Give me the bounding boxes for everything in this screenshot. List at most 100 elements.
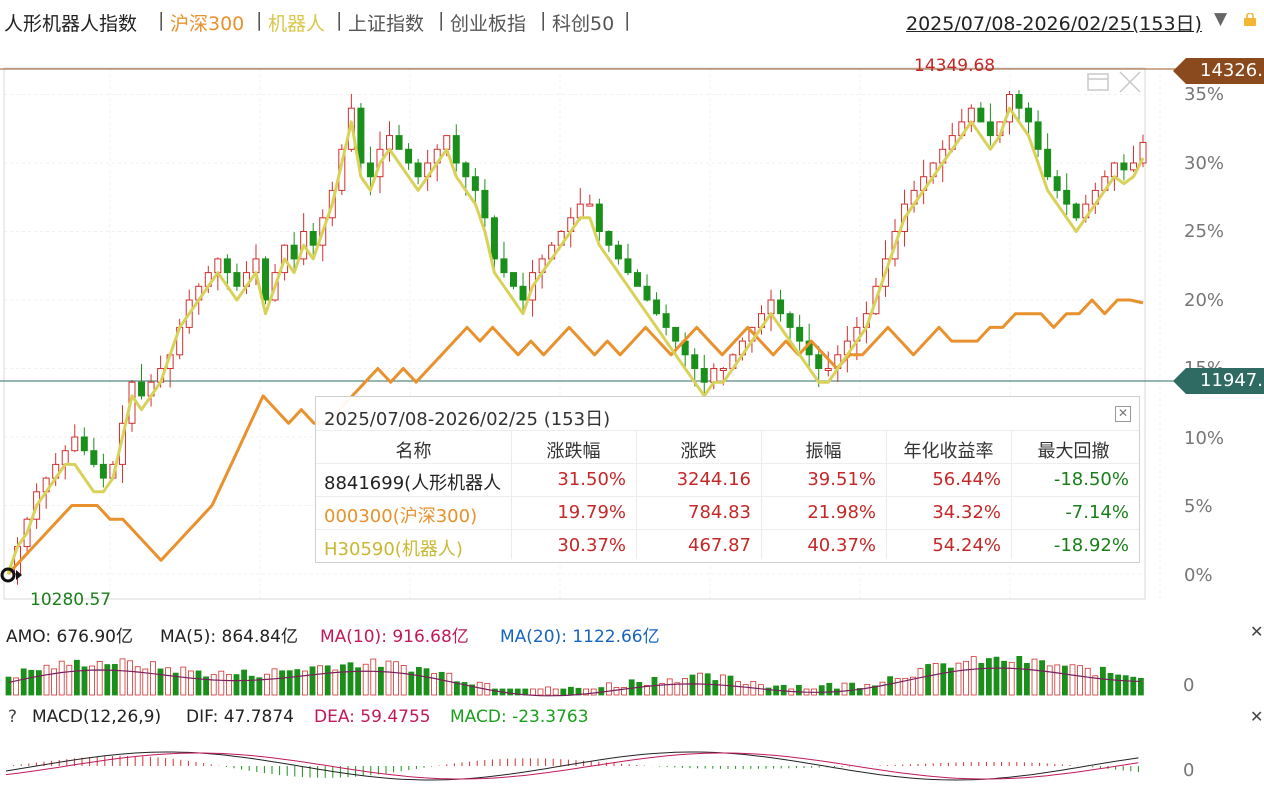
candle-body [462,162,470,178]
summary-popup: 2025/07/08-2026/02/25 (153日) ✕ 名称 涨跌幅 涨跌… [315,396,1140,563]
volume-bar [332,669,339,696]
candle-body [710,368,718,383]
volume-bar [218,670,225,696]
price-chart[interactable] [0,40,1264,608]
row-change: 3244.16 [676,469,751,490]
volume-bar [347,662,354,696]
volume-bar [51,668,57,696]
row-annualized: 34.32% [932,502,1001,523]
candle-body [967,107,975,123]
candle-body [595,203,603,233]
volume-bar [43,664,50,696]
volume-bar [5,676,12,696]
volume-bar [993,656,1000,696]
candle-body [662,313,670,328]
candle-body [815,354,823,369]
volume-bar [644,685,650,696]
volume-bar [978,662,985,696]
volume-bar [58,660,65,696]
candle-body [214,258,222,274]
volume-bar [894,678,901,696]
tab-chinext[interactable]: 创业板指 [450,13,527,35]
candle-body [672,326,680,342]
volume-bar [263,673,270,696]
dropdown-arrow-icon[interactable]: ▼ [1214,9,1228,29]
amo-info-bar: AMO: 676.90亿 MA(5): 864.84亿 MA(10): 916.… [0,620,1264,647]
volume-bar [1100,666,1106,696]
candle-body [700,368,708,383]
volume-bar [225,674,232,696]
tab-humanoid-robot-index[interactable]: 人形机器人指数 [4,13,138,35]
volume-bar [590,688,597,696]
crosshair-marker [0,567,22,583]
tab-separator: | [158,9,165,31]
price-tag-arrow [1173,368,1186,394]
row-change: 784.83 [688,502,751,523]
maximize-icon[interactable] [1087,73,1109,91]
volume-bar [765,687,772,696]
volume-chart [5,655,1144,697]
volume-bar [172,672,179,696]
volume-bar [210,674,217,696]
close-icon[interactable]: ✕ [1250,707,1264,726]
candle-body [471,176,479,191]
volume-bar [1084,667,1091,696]
volume-bar [203,676,210,696]
volume-bar [1039,660,1045,696]
close-icon[interactable]: ✕ [1250,622,1264,641]
volume-bar [986,658,992,696]
volume-bar [545,686,551,696]
volume-bar [1107,672,1114,696]
candle-body [605,231,613,246]
volume-bar [408,671,415,696]
candle-body [414,162,422,178]
candle-body [824,368,832,371]
amo-ma5: MA(5): 864.84亿 [160,627,298,647]
volume-bar [400,665,407,696]
volume-bar [279,670,286,696]
candle-body [309,231,317,246]
lock-icon[interactable] [1243,13,1257,26]
volume-bar [780,684,787,696]
volume-bar [149,661,156,696]
volume-bar [932,663,939,696]
marker-circle-icon [0,567,16,583]
candle-body [90,450,98,465]
date-range-selector[interactable]: 2025/07/08-2026/02/25(153日) [906,13,1202,35]
candle-body [691,354,699,369]
volume-bar [385,660,392,696]
volume-bar [963,660,969,696]
candle-body [452,135,460,164]
row-divider [316,463,1139,464]
volume-bar [1122,675,1129,696]
help-icon[interactable]: ? [8,707,18,727]
volume-bar [1031,658,1038,696]
tab-hs300[interactable]: 沪深300 [170,13,245,35]
volume-bar [324,665,331,696]
row-amplitude: 39.51% [807,469,876,490]
popup-close-icon[interactable]: ✕ [1115,406,1131,422]
candle-body [1034,121,1042,150]
close-icon[interactable] [1119,71,1141,93]
row-amplitude: 40.37% [807,535,876,556]
candle-body [80,436,88,452]
volume-bar [955,662,962,696]
tab-star50[interactable]: 科创50 [552,13,615,35]
volume-bar [370,658,377,696]
volume-bar [248,675,255,696]
window-buttons[interactable] [1087,71,1141,93]
candle-body [586,203,594,207]
y-tick-label: 0% [1184,565,1213,586]
tab-shanghai-composite[interactable]: 上证指数 [348,13,425,35]
tab-separator: | [540,9,547,31]
volume-bar [423,668,430,696]
candle-body [767,299,775,315]
row-divider [316,529,1139,530]
col-header-change-pct: 涨跌幅 [546,441,601,462]
tab-separator: | [336,9,343,31]
row-change-pct: 30.37% [557,535,626,556]
series-line-hs300 [6,298,1144,576]
index-tab-bar: 人形机器人指数 | 沪深300 | 机器人 | 上证指数 | 创业板指 | 科创… [0,0,1264,40]
marker-arrow-icon [16,570,22,580]
tab-robot[interactable]: 机器人 [268,13,326,35]
